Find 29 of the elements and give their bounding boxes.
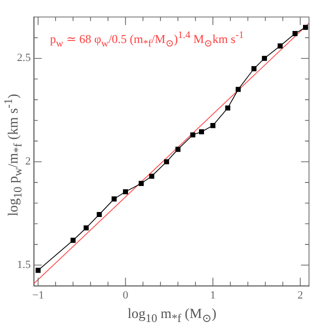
point (251, 66, 256, 72)
x-tick-label: 1 (210, 289, 216, 302)
point (96, 212, 102, 217)
point (138, 180, 144, 186)
point (70, 238, 76, 243)
point (190, 132, 196, 138)
point (236, 86, 241, 92)
point (175, 146, 180, 152)
point (262, 56, 267, 61)
point (112, 196, 117, 202)
x-axis-title: log$_{10}$ m$_{*f}$ (M$_{⊙}$) (126, 307, 218, 325)
point (36, 268, 41, 273)
point (225, 105, 230, 110)
point (278, 43, 283, 48)
point (149, 174, 154, 179)
point (84, 225, 89, 230)
x-tick-label: 2 (298, 289, 304, 302)
point (210, 123, 216, 128)
point (302, 24, 308, 30)
x-tick-label: −1 (32, 289, 44, 302)
point (199, 129, 204, 134)
point (292, 31, 298, 36)
y-tick-label: 2 (25, 156, 31, 168)
y-tick-label: 2.5 (17, 52, 32, 64)
text: p$_{w}$ ≃ 68 φ$_{w}$/0.5 (m$_{*f}$/M$_{⊙}$)$^{1.4}$ M$_{⊙}$km s$^{-1}$ (50, 30, 244, 50)
x-tick-label: 0 (122, 289, 129, 302)
point (122, 189, 128, 194)
point (164, 159, 170, 164)
y-tick-label: 1.5 (17, 259, 32, 272)
